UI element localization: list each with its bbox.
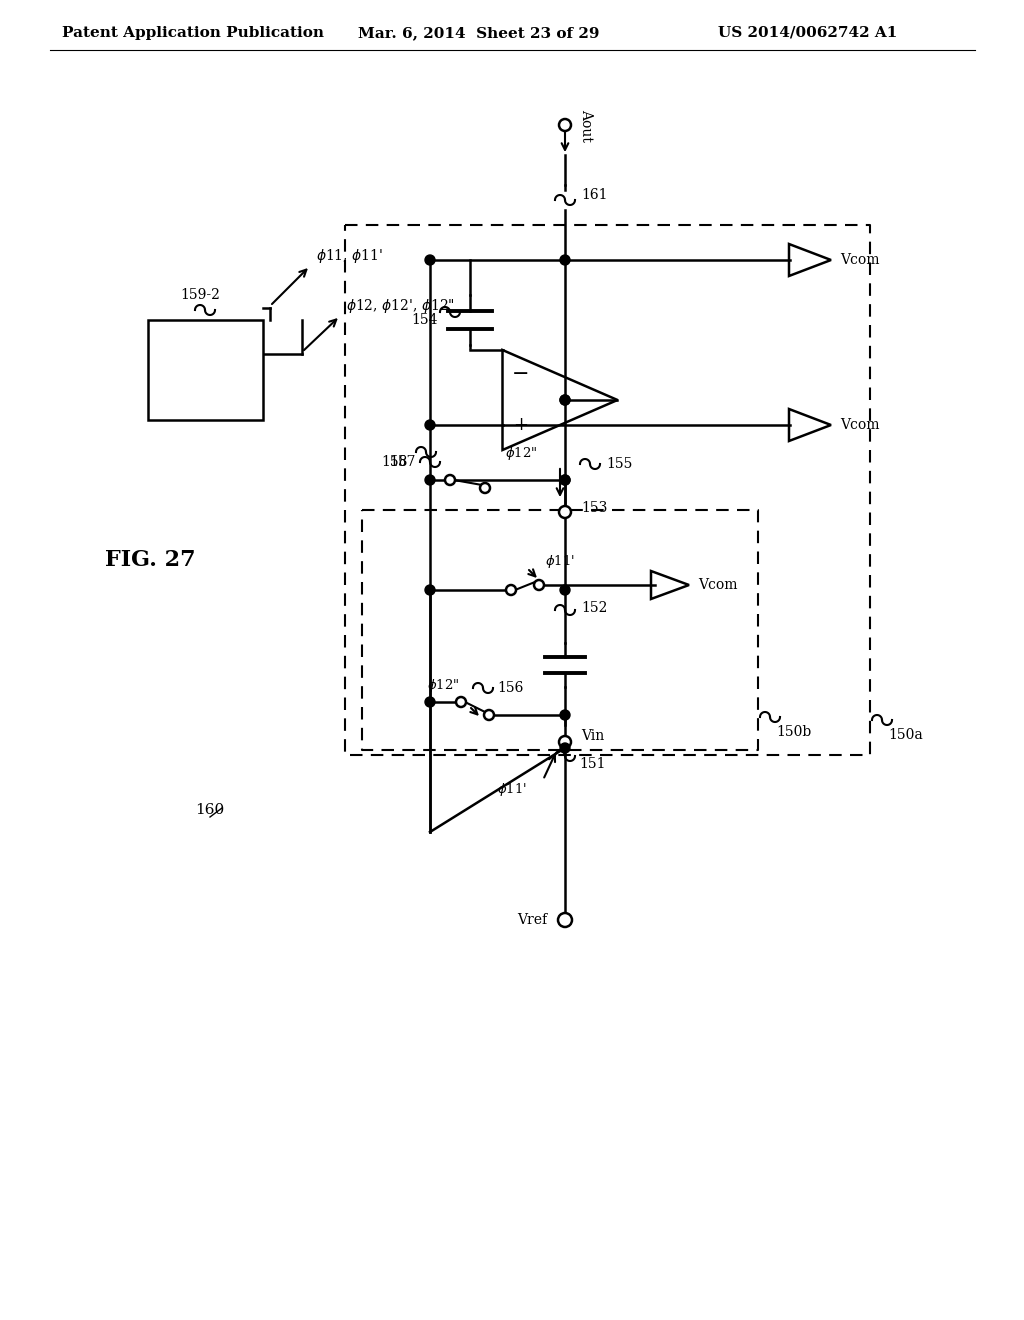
Circle shape [560,743,570,752]
Text: 160: 160 [195,803,224,817]
Text: 158: 158 [382,455,408,469]
Circle shape [425,697,435,708]
Circle shape [480,483,490,492]
Text: Patent Application Publication: Patent Application Publication [62,26,324,40]
Circle shape [560,475,570,484]
Text: $\phi$12, $\phi$12', $\phi$12": $\phi$12, $\phi$12', $\phi$12" [346,297,455,315]
Text: 157: 157 [389,455,416,469]
Circle shape [506,585,516,595]
Text: $\phi$12": $\phi$12" [505,446,537,462]
Circle shape [560,585,570,595]
Text: 155: 155 [606,457,633,471]
Text: +: + [513,416,528,434]
Text: 161: 161 [581,187,607,202]
Circle shape [425,475,435,484]
Text: Aout: Aout [579,108,593,141]
Text: Vin: Vin [581,729,604,743]
Text: 156: 156 [497,681,523,696]
Text: Vcom: Vcom [840,418,880,432]
Circle shape [559,737,571,748]
Circle shape [559,506,571,517]
Text: CIRCUIT: CIRCUIT [174,375,237,388]
Circle shape [560,395,570,405]
Text: $\phi$11': $\phi$11' [545,553,574,570]
Circle shape [534,579,544,590]
Text: FIG. 27: FIG. 27 [105,549,196,572]
Circle shape [445,475,455,484]
Text: 151: 151 [579,756,605,771]
Text: 150b: 150b [776,725,811,739]
Circle shape [558,913,572,927]
Circle shape [560,710,570,719]
Text: 152: 152 [581,601,607,615]
Text: Vcom: Vcom [840,253,880,267]
Text: 153: 153 [581,502,607,515]
Circle shape [425,585,435,595]
Circle shape [484,710,494,719]
Text: $\phi$11, $\phi$11': $\phi$11, $\phi$11' [316,247,383,265]
Text: Vref: Vref [517,913,547,927]
Circle shape [560,475,570,484]
Circle shape [560,395,570,405]
Text: $\phi$11': $\phi$11' [497,781,527,799]
Circle shape [559,119,571,131]
Text: Mar. 6, 2014  Sheet 23 of 29: Mar. 6, 2014 Sheet 23 of 29 [358,26,599,40]
Circle shape [560,255,570,265]
Circle shape [425,255,435,265]
Text: CONTROL: CONTROL [169,351,241,364]
Circle shape [456,697,466,708]
Text: 159-2: 159-2 [180,288,220,302]
Text: US 2014/0062742 A1: US 2014/0062742 A1 [718,26,897,40]
Text: −: − [512,366,529,384]
Bar [148,319,263,420]
Circle shape [425,420,435,430]
Text: 154: 154 [412,313,438,327]
Text: 150a: 150a [888,729,923,742]
Text: $\phi$12": $\phi$12" [427,677,459,694]
Text: Vcom: Vcom [698,578,737,591]
